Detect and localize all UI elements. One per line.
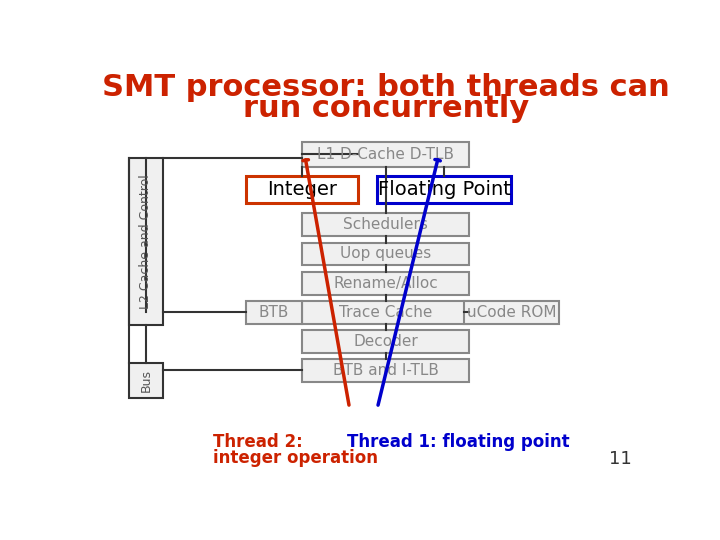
Text: run concurrently: run concurrently — [243, 94, 529, 123]
Text: uCode ROM: uCode ROM — [467, 305, 556, 320]
Text: Integer: Integer — [267, 180, 337, 199]
Text: Schedulers: Schedulers — [343, 218, 428, 232]
Text: Thread 1: floating point: Thread 1: floating point — [347, 433, 570, 451]
Bar — [302, 330, 469, 353]
Bar — [302, 301, 469, 323]
Text: BTB and I-TLB: BTB and I-TLB — [333, 363, 438, 378]
Text: L2 Cache and Control: L2 Cache and Control — [139, 174, 153, 309]
Bar — [302, 141, 469, 167]
Text: Bus: Bus — [139, 369, 153, 392]
Bar — [302, 213, 469, 237]
Text: 11: 11 — [608, 450, 631, 468]
Bar — [302, 242, 469, 266]
Bar — [246, 176, 358, 203]
Text: Trace Cache: Trace Cache — [339, 305, 433, 320]
Text: Uop queues: Uop queues — [340, 246, 431, 261]
Bar — [129, 158, 163, 325]
Bar — [302, 359, 469, 382]
Text: Floating Point: Floating Point — [378, 180, 510, 199]
Bar — [129, 363, 163, 399]
Text: Thread 2:: Thread 2: — [213, 433, 302, 451]
Text: L1 D-Cache D-TLB: L1 D-Cache D-TLB — [318, 147, 454, 161]
Bar — [377, 176, 511, 203]
Bar — [302, 272, 469, 294]
Text: Decoder: Decoder — [354, 334, 418, 349]
Text: SMT processor: both threads can: SMT processor: both threads can — [102, 73, 670, 102]
Bar — [246, 301, 302, 323]
Text: integer operation: integer operation — [213, 449, 378, 468]
Bar — [464, 301, 559, 323]
Text: BTB: BTB — [259, 305, 289, 320]
Text: Rename/Alloc: Rename/Alloc — [333, 275, 438, 291]
